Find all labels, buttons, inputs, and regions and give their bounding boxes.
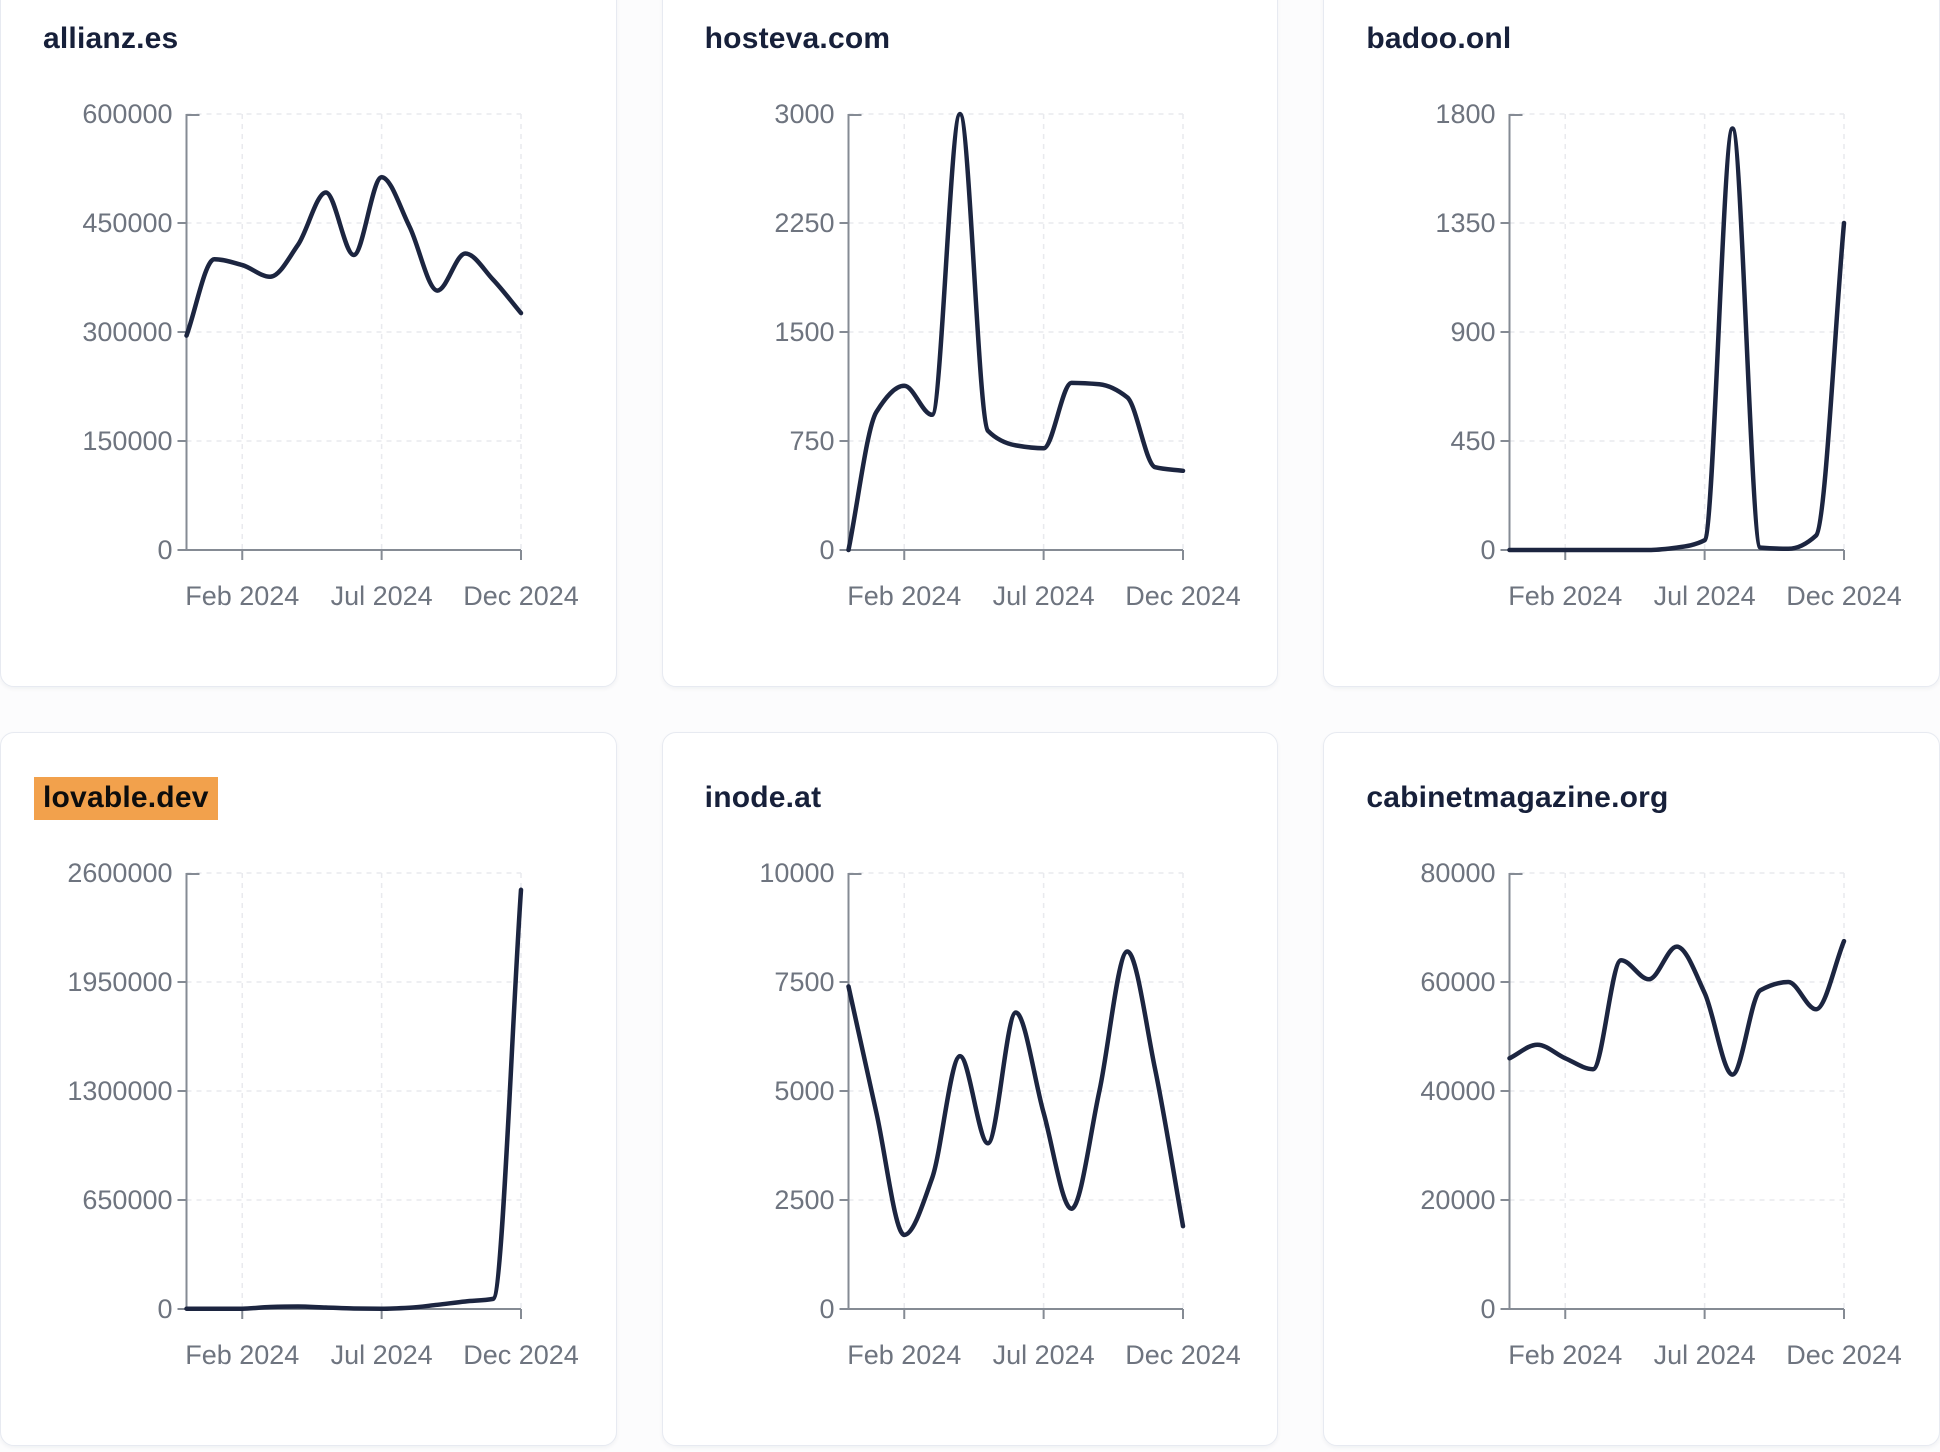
x-axis-tick-label: Dec 2024 (463, 1340, 579, 1370)
x-axis-tick-label: Jul 2024 (331, 581, 433, 611)
traffic-line-chart: 0 650000 1300000 1950000 2600000 Feb 2024 Jul … (67, 858, 579, 1370)
x-axis-tick-label: Feb 2024 (185, 581, 299, 611)
domain-title: hosteva.com (705, 22, 891, 56)
y-axis-tick-label: 3000 (774, 99, 834, 129)
x-axis-tick-label: Jul 2024 (1654, 1340, 1756, 1370)
domain-title-text: cabinetmagazine.org (1366, 781, 1669, 814)
y-axis-tick-label: 0 (1481, 1294, 1496, 1324)
y-axis-tick-label: 0 (157, 535, 172, 565)
traffic-line-chart: 0 2500 5000 7500 10000 Feb 2024 Jul 2024 Dec 20… (759, 858, 1241, 1370)
x-axis-tick-label: Feb 2024 (1509, 1340, 1623, 1370)
y-axis-tick-label: 40000 (1421, 1076, 1496, 1106)
y-axis-tick-label: 1300000 (67, 1076, 172, 1106)
x-axis-tick-label: Feb 2024 (847, 581, 961, 611)
domain-title-text: hosteva.com (704, 22, 891, 55)
y-axis-tick-label: 2500 (774, 1185, 834, 1215)
y-axis-tick-label: 1350 (1436, 208, 1496, 238)
domain-card-badoo-onl[interactable]: badoo.onl 0 450 900 1350 1800 Feb 2024 Jul 202… (1323, 0, 1940, 687)
y-axis-tick-label: 150000 (82, 426, 172, 456)
x-axis-tick-label: Dec 2024 (1125, 581, 1241, 611)
x-axis-tick-label: Jul 2024 (992, 581, 1094, 611)
domain-title: badoo.onl (1366, 22, 1511, 56)
x-axis-tick-label: Dec 2024 (463, 581, 579, 611)
y-axis-tick-label: 2600000 (67, 858, 172, 888)
domain-title: inode.at (705, 781, 822, 815)
y-axis-tick-label: 2250 (774, 208, 834, 238)
traffic-line-chart: 0 150000 300000 450000 600000 Feb 2024 Jul 202… (82, 99, 579, 611)
x-axis-tick-label: Jul 2024 (1654, 581, 1756, 611)
y-axis-tick-label: 5000 (774, 1076, 834, 1106)
y-axis-tick-label: 1950000 (67, 967, 172, 997)
y-axis-tick-label: 0 (819, 1294, 834, 1324)
domain-card-cabinetmagazine-org[interactable]: cabinetmagazine.org 0 20000 40000 60000 8000… (1323, 732, 1940, 1446)
x-axis-tick-label: Dec 2024 (1787, 581, 1903, 611)
y-axis-tick-label: 300000 (82, 317, 172, 347)
y-axis-tick-label: 1500 (774, 317, 834, 347)
y-axis-tick-label: 0 (1481, 535, 1496, 565)
y-axis-tick-label: 600000 (82, 99, 172, 129)
y-axis-tick-label: 450000 (82, 208, 172, 238)
y-axis-tick-label: 60000 (1421, 967, 1496, 997)
x-axis-tick-label: Jul 2024 (331, 1340, 433, 1370)
domain-title: allianz.es (43, 22, 178, 56)
domain-card-hosteva-com[interactable]: hosteva.com 0 750 1500 2250 3000 Feb 2024 Jul … (661, 0, 1279, 687)
y-axis-tick-label: 450 (1451, 426, 1496, 456)
y-axis-tick-label: 20000 (1421, 1185, 1496, 1215)
y-axis-tick-label: 0 (819, 535, 834, 565)
x-axis-tick-label: Feb 2024 (847, 1340, 961, 1370)
domain-title: cabinetmagazine.org (1366, 781, 1668, 815)
y-axis-tick-label: 10000 (759, 858, 834, 888)
traffic-line-chart: 0 750 1500 2250 3000 Feb 2024 Jul 2024 Dec 2024 (774, 99, 1241, 611)
x-axis-tick-label: Feb 2024 (1509, 581, 1623, 611)
domain-card-lovable-dev[interactable]: lovable.dev 0 650000 1300000 1950000 2600000… (0, 732, 617, 1446)
x-axis-tick-label: Feb 2024 (185, 1340, 299, 1370)
y-axis-tick-label: 650000 (82, 1185, 172, 1215)
domain-title-text: badoo.onl (1366, 22, 1512, 55)
y-axis-tick-label: 750 (789, 426, 834, 456)
domain-title-text-highlighted: lovable.dev (34, 777, 218, 820)
traffic-line-chart: 0 450 900 1350 1800 Feb 2024 Jul 2024 Dec 2024 (1436, 99, 1903, 611)
domain-card-allianz-es[interactable]: allianz.es 0 150000 300000 450000 600000 Feb … (0, 0, 617, 687)
y-axis-tick-label: 0 (157, 1294, 172, 1324)
y-axis-tick-label: 900 (1451, 317, 1496, 347)
traffic-line-chart: 0 20000 40000 60000 80000 Feb 2024 Jul 2024 Dec… (1421, 858, 1903, 1370)
domain-title-text: inode.at (704, 781, 822, 814)
domain-title: lovable.dev (34, 777, 218, 820)
y-axis-tick-label: 7500 (774, 967, 834, 997)
x-axis-tick-label: Jul 2024 (992, 1340, 1094, 1370)
domain-title-text: allianz.es (43, 22, 179, 55)
x-axis-tick-label: Dec 2024 (1125, 1340, 1241, 1370)
y-axis-tick-label: 80000 (1421, 858, 1496, 888)
x-axis-tick-label: Dec 2024 (1787, 1340, 1903, 1370)
y-axis-tick-label: 1800 (1436, 99, 1496, 129)
domain-card-inode-at[interactable]: inode.at 0 2500 5000 7500 10000 Feb 2024 Jul 2… (661, 732, 1279, 1446)
